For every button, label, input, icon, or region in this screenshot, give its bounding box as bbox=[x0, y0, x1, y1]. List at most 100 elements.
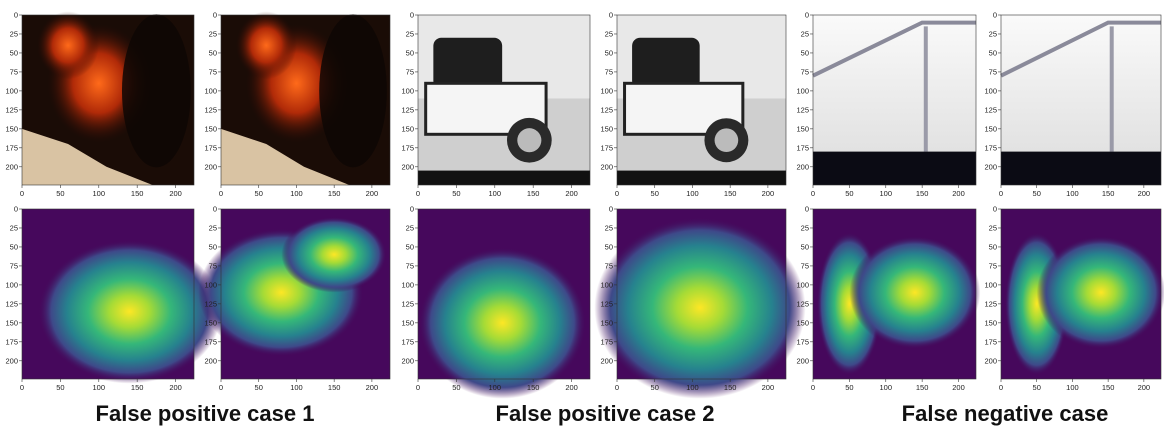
car-top bbox=[433, 38, 502, 89]
y-tick-label: 200 bbox=[5, 162, 18, 171]
x-tick-label: 0 bbox=[219, 383, 223, 392]
y-tick-label: 200 bbox=[600, 162, 613, 171]
y-tick-label: 75 bbox=[605, 67, 613, 76]
heat-blob bbox=[281, 217, 387, 293]
y-tick-label: 25 bbox=[801, 223, 809, 232]
y-tick-label: 150 bbox=[204, 124, 217, 133]
y-tick-label: 200 bbox=[984, 162, 997, 171]
y-tick-label: 150 bbox=[204, 318, 217, 327]
y-tick-label: 0 bbox=[14, 11, 18, 20]
x-tick-label: 200 bbox=[169, 189, 182, 198]
y-tick-label: 0 bbox=[14, 205, 18, 214]
y-tick-label: 175 bbox=[5, 143, 18, 152]
y-tick-label: 0 bbox=[213, 11, 217, 20]
y-tick-label: 100 bbox=[796, 280, 809, 289]
y-tick-label: 200 bbox=[796, 356, 809, 365]
x-tick-label: 150 bbox=[724, 383, 737, 392]
y-tick-label: 150 bbox=[5, 318, 18, 327]
y-tick-label: 75 bbox=[209, 261, 217, 270]
x-tick-label: 150 bbox=[328, 383, 341, 392]
y-tick-label: 25 bbox=[605, 29, 613, 38]
y-tick-label: 50 bbox=[801, 242, 809, 251]
y-tick-label: 0 bbox=[609, 11, 613, 20]
y-tick-label: 175 bbox=[600, 337, 613, 346]
x-tick-label: 150 bbox=[328, 189, 341, 198]
y-tick-label: 50 bbox=[989, 48, 997, 57]
y-tick-label: 200 bbox=[401, 356, 414, 365]
panel: 0255075100125150175200050100150200 bbox=[5, 205, 221, 393]
y-tick-label: 0 bbox=[410, 205, 414, 214]
figure: 0 25 50 75 100 125 150 175 200 0 50 100 150 200 0 25 50 7… bbox=[0, 0, 1164, 428]
x-tick-label: 100 bbox=[1066, 383, 1079, 392]
x-tick-label: 200 bbox=[366, 189, 379, 198]
y-tick-label: 100 bbox=[401, 280, 414, 289]
y-tick-label: 100 bbox=[5, 280, 18, 289]
y-tick-label: 50 bbox=[10, 242, 18, 251]
y-tick-label: 25 bbox=[209, 223, 217, 232]
y-tick-label: 125 bbox=[204, 299, 217, 308]
y-tick-label: 150 bbox=[984, 318, 997, 327]
y-tick-label: 200 bbox=[796, 162, 809, 171]
x-tick-label: 100 bbox=[290, 383, 303, 392]
y-tick-label: 0 bbox=[213, 205, 217, 214]
y-tick-label: 75 bbox=[10, 261, 18, 270]
y-tick-label: 125 bbox=[984, 105, 997, 114]
x-tick-label: 50 bbox=[651, 383, 659, 392]
x-tick-label: 100 bbox=[880, 189, 893, 198]
y-tick-label: 25 bbox=[406, 29, 414, 38]
x-tick-label: 50 bbox=[845, 383, 853, 392]
x-tick-label: 150 bbox=[527, 383, 540, 392]
y-tick-label: 100 bbox=[984, 280, 997, 289]
x-tick-label: 0 bbox=[615, 383, 619, 392]
wheel-in bbox=[517, 128, 541, 152]
y-tick-label: 100 bbox=[796, 86, 809, 95]
y-tick-label: 125 bbox=[5, 299, 18, 308]
y-tick-label: 50 bbox=[209, 242, 217, 251]
y-tick-label: 125 bbox=[401, 105, 414, 114]
x-tick-label: 100 bbox=[1066, 189, 1079, 198]
y-tick-label: 175 bbox=[204, 337, 217, 346]
y-tick-label: 75 bbox=[989, 261, 997, 270]
x-tick-label: 0 bbox=[416, 189, 420, 198]
y-tick-label: 75 bbox=[989, 67, 997, 76]
y-tick-label: 200 bbox=[600, 356, 613, 365]
x-tick-label: 200 bbox=[762, 189, 775, 198]
y-tick-label: 25 bbox=[801, 29, 809, 38]
y-tick-label: 0 bbox=[410, 11, 414, 20]
fire bbox=[236, 11, 297, 79]
x-tick-label: 150 bbox=[724, 189, 737, 198]
x-tick-label: 150 bbox=[1102, 383, 1115, 392]
y-tick-label: 50 bbox=[10, 48, 18, 57]
x-tick-label: 100 bbox=[686, 383, 699, 392]
x-tick-label: 150 bbox=[916, 189, 929, 198]
y-tick-label: 175 bbox=[796, 337, 809, 346]
y-tick-label: 50 bbox=[209, 48, 217, 57]
y-tick-label: 75 bbox=[605, 261, 613, 270]
y-tick-label: 175 bbox=[401, 143, 414, 152]
x-tick-label: 100 bbox=[93, 383, 106, 392]
y-tick-label: 150 bbox=[984, 124, 997, 133]
x-tick-label: 100 bbox=[686, 189, 699, 198]
y-tick-label: 150 bbox=[796, 318, 809, 327]
x-tick-label: 200 bbox=[762, 383, 775, 392]
wheel-in bbox=[715, 128, 739, 152]
x-tick-label: 150 bbox=[131, 189, 144, 198]
y-tick-label: 150 bbox=[600, 124, 613, 133]
y-tick-label: 125 bbox=[984, 299, 997, 308]
caption: False negative case bbox=[902, 401, 1109, 426]
x-tick-label: 50 bbox=[845, 189, 853, 198]
smoke bbox=[319, 14, 387, 167]
y-tick-label: 0 bbox=[805, 205, 809, 214]
y-tick-label: 50 bbox=[801, 48, 809, 57]
y-tick-label: 200 bbox=[401, 162, 414, 171]
panel: 0255075100125150175200050100150200 bbox=[600, 11, 786, 199]
y-tick-label: 175 bbox=[401, 337, 414, 346]
y-tick-label: 125 bbox=[5, 105, 18, 114]
y-tick-label: 100 bbox=[5, 86, 18, 95]
x-tick-label: 100 bbox=[290, 189, 303, 198]
y-tick-label: 100 bbox=[600, 86, 613, 95]
x-tick-label: 50 bbox=[56, 189, 64, 198]
x-tick-label: 50 bbox=[255, 383, 263, 392]
